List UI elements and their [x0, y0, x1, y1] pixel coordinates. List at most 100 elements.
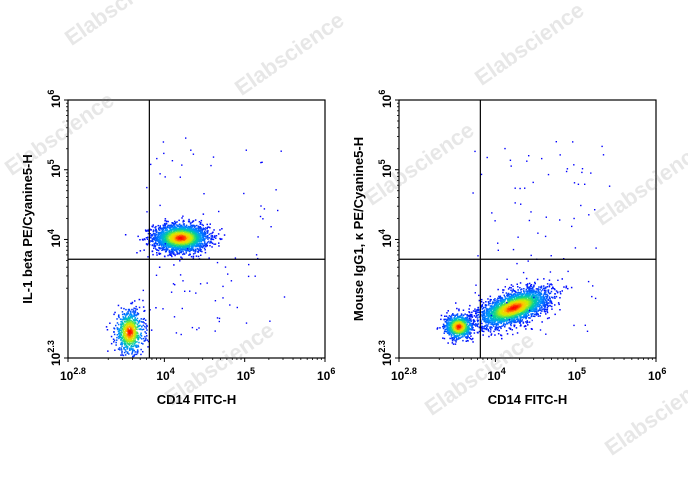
event-dot [548, 279, 551, 281]
event-dot [485, 326, 488, 328]
event-dot [199, 234, 201, 237]
event-dot [543, 292, 546, 294]
event-dot [261, 161, 263, 163]
event-dot [126, 347, 129, 349]
event-dot [485, 320, 487, 323]
event-dot [180, 247, 182, 249]
event-dot [185, 246, 187, 249]
event-dot [489, 314, 491, 316]
event-dot [545, 291, 547, 293]
event-dot [149, 309, 151, 311]
event-dot [122, 329, 124, 332]
event-dot [145, 237, 148, 239]
event-dot [534, 307, 536, 310]
event-dot [128, 336, 130, 338]
event-dot [163, 152, 165, 155]
event-dot [162, 224, 164, 226]
event-dot [130, 345, 133, 347]
event-dot [123, 327, 126, 330]
event-dot [496, 299, 498, 301]
event-dot [475, 315, 478, 317]
event-dot [201, 234, 204, 236]
event-dot [143, 322, 145, 324]
event-dot [139, 250, 142, 252]
event-dot [121, 320, 123, 323]
event-dot [201, 237, 203, 239]
event-dot [189, 236, 191, 239]
event-dot [136, 326, 138, 328]
event-dot [551, 287, 553, 290]
event-dot [156, 254, 158, 256]
event-dot [184, 247, 187, 250]
event-dot [202, 234, 205, 237]
event-dot [165, 248, 167, 251]
event-dot [137, 337, 140, 339]
event-dot [201, 246, 204, 249]
event-dot [283, 296, 286, 298]
event-dot [493, 321, 496, 324]
event-dot [117, 335, 120, 338]
event-dot [122, 322, 124, 325]
event-dot [177, 246, 180, 248]
event-dot [164, 237, 167, 240]
event-dot [129, 330, 131, 333]
event-dot [158, 239, 160, 242]
event-dot [497, 323, 499, 325]
event-dot [175, 233, 177, 236]
event-dot [167, 225, 169, 228]
event-dot [172, 249, 174, 251]
event-dot [198, 242, 200, 245]
event-dot [546, 310, 548, 312]
event-dot [523, 299, 525, 302]
event-dot [172, 228, 174, 231]
event-dot [511, 318, 514, 320]
event-dot [495, 308, 498, 311]
event-dot [186, 247, 188, 250]
event-dot [181, 227, 184, 230]
event-dot [506, 309, 508, 311]
event-dot [142, 318, 144, 320]
event-dot [127, 312, 130, 314]
event-dot [171, 231, 174, 234]
event-dot [179, 224, 182, 227]
event-dot [173, 243, 176, 245]
event-dot [508, 322, 511, 324]
event-dot [167, 233, 169, 235]
event-dot [138, 336, 140, 338]
event-dot [173, 264, 175, 266]
event-dot [129, 326, 131, 328]
event-dot [164, 239, 166, 241]
event-dot [188, 230, 191, 233]
event-dot [470, 335, 472, 337]
event-dot [138, 298, 141, 301]
event-dot [160, 227, 162, 230]
event-dot [188, 248, 191, 250]
event-dot [129, 325, 132, 327]
event-dot [544, 307, 546, 309]
y-tick-label: 104 [46, 229, 63, 247]
event-dot [485, 324, 487, 327]
event-dot [483, 311, 486, 313]
event-dot [202, 213, 205, 215]
event-dot [487, 320, 490, 322]
event-dot [489, 326, 491, 328]
event-dot [167, 220, 169, 223]
event-dot [175, 243, 178, 245]
event-dot [151, 244, 154, 246]
event-dot [202, 224, 204, 227]
event-dot [510, 297, 512, 299]
event-dot [512, 320, 514, 323]
event-dot [518, 321, 521, 323]
event-dot [212, 156, 215, 158]
event-dot [170, 291, 173, 293]
event-dot [488, 321, 490, 324]
event-dot [509, 308, 512, 311]
event-dot [197, 245, 199, 247]
event-dot [166, 229, 169, 231]
event-dot [159, 241, 161, 243]
event-dot [502, 315, 504, 318]
event-dot [510, 293, 513, 295]
event-dot [203, 193, 205, 195]
event-dot [159, 173, 161, 175]
event-dot [202, 245, 204, 248]
